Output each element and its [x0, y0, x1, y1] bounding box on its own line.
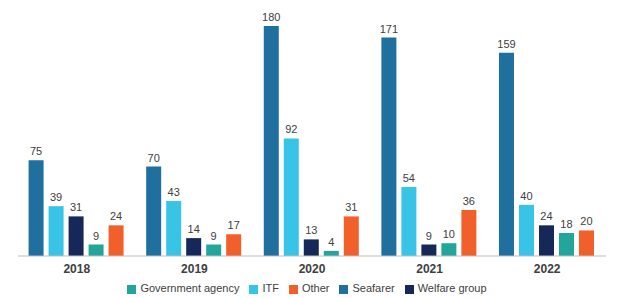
html-text:Other: Other — [302, 282, 330, 294]
svg-text:9: 9 — [426, 230, 432, 242]
html-text:Seafarer: Seafarer — [352, 282, 395, 294]
svg-text:2020: 2020 — [299, 262, 326, 276]
svg-text:24: 24 — [110, 210, 122, 222]
html-text:ITF: ITF — [262, 282, 279, 294]
svg-text:10: 10 — [443, 228, 455, 240]
svg-text:70: 70 — [148, 152, 160, 164]
svg-text:24: 24 — [540, 210, 552, 222]
svg-text:9: 9 — [93, 230, 99, 242]
svg-text:36: 36 — [463, 195, 475, 207]
svg-text:159: 159 — [497, 38, 515, 50]
svg-text:43: 43 — [168, 186, 180, 198]
html-text:Welfare group: Welfare group — [417, 282, 487, 294]
svg-text:2019: 2019 — [181, 262, 208, 276]
svg-text:18: 18 — [560, 218, 572, 230]
svg-text:2022: 2022 — [534, 262, 561, 276]
svg-text:171: 171 — [380, 23, 398, 35]
svg-text:75: 75 — [30, 145, 42, 157]
svg-text:4: 4 — [328, 236, 334, 248]
svg-text:17: 17 — [228, 219, 240, 231]
svg-text:20: 20 — [580, 215, 592, 227]
svg-text:54: 54 — [403, 172, 415, 184]
svg-text:2018: 2018 — [63, 262, 90, 276]
svg-text:180: 180 — [262, 11, 280, 23]
svg-text:92: 92 — [285, 123, 297, 135]
svg-text:31: 31 — [345, 201, 357, 213]
svg-text:31: 31 — [70, 201, 82, 213]
svg-text:40: 40 — [520, 190, 532, 202]
svg-text:9: 9 — [211, 230, 217, 242]
svg-text:2021: 2021 — [416, 262, 443, 276]
svg-text:14: 14 — [188, 223, 200, 235]
svg-text:39: 39 — [50, 191, 62, 203]
html-text:Government agency: Government agency — [140, 282, 240, 294]
svg-text:13: 13 — [305, 224, 317, 236]
